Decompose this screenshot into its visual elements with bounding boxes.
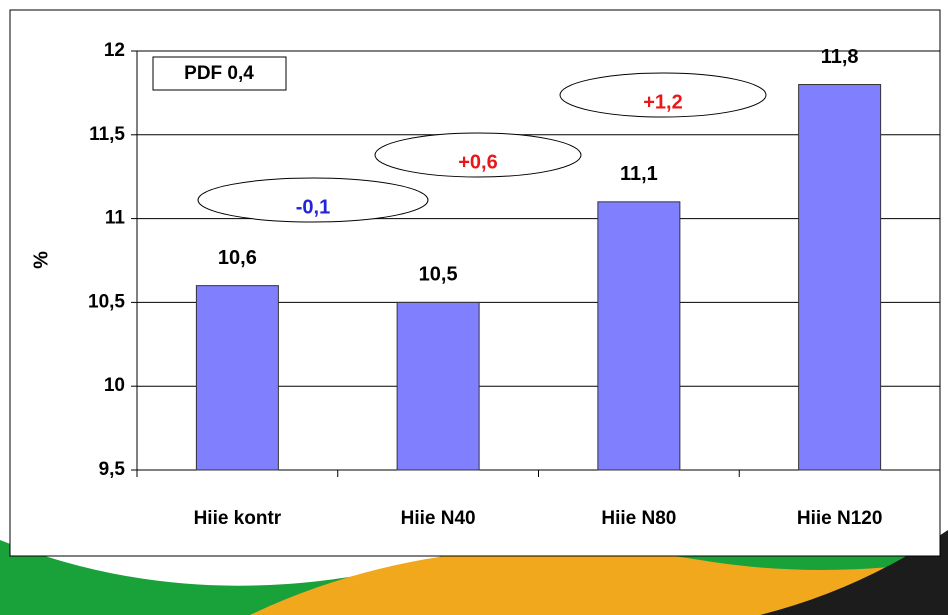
bar xyxy=(799,85,881,470)
y-axis-label: % xyxy=(30,251,52,269)
y-tick-label: 10,5 xyxy=(88,291,125,312)
value-label: 11,8 xyxy=(821,46,859,68)
y-tick-label: 9,5 xyxy=(99,459,126,480)
y-tick-label: 10 xyxy=(104,375,125,396)
annotation-text: +1,2 xyxy=(643,91,682,113)
page: {"chart_data": {"type": "bar", "y_label"… xyxy=(0,0,948,615)
value-label: 10,6 xyxy=(218,247,257,269)
annotation-text: +0,6 xyxy=(458,151,497,173)
y-tick-label: 11 xyxy=(105,208,126,229)
value-label: 11,1 xyxy=(620,163,658,185)
x-tick-label: Hiie N40 xyxy=(401,508,476,529)
y-tick-label: 11,5 xyxy=(89,124,125,145)
x-tick-label: Hiie N80 xyxy=(601,508,676,529)
x-tick-label: Hiie kontr xyxy=(194,508,282,529)
x-tick-label: Hiie N120 xyxy=(797,508,883,529)
chart: % 9,5 10 10,5 11 11,5 12 Hiie kontr 10,6 Hiie N4… xyxy=(0,0,948,615)
annotation-text: -0,1 xyxy=(296,196,330,218)
annotation-text: PDF 0,4 xyxy=(184,63,254,84)
bar xyxy=(196,286,278,470)
bar xyxy=(598,202,680,470)
y-tick-label: 12 xyxy=(104,40,125,61)
bar xyxy=(397,302,479,470)
value-label: 10,5 xyxy=(419,264,458,286)
